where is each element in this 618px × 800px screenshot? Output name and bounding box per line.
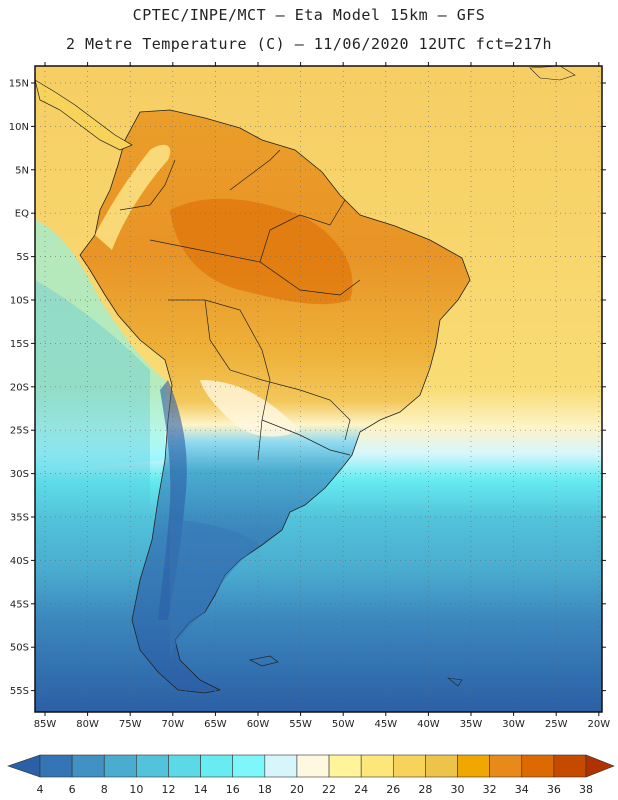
lon-label: 35W — [460, 719, 483, 730]
colorbar-segment — [360, 754, 394, 778]
lat-label: 40S — [10, 556, 29, 567]
colorbar-label: 34 — [515, 783, 529, 796]
lon-label: 50W — [332, 719, 355, 730]
map-title-line2: 2 Metre Temperature (C) – 11/06/2020 12U… — [65, 35, 553, 53]
temperature-colorbar — [7, 754, 615, 778]
lat-label: 30S — [10, 469, 29, 480]
lon-label: 75W — [119, 719, 142, 730]
colorbar-label: 16 — [226, 783, 240, 796]
lon-label: 45W — [374, 719, 397, 730]
colorbar-label: 26 — [386, 783, 400, 796]
colorbar-label: 20 — [290, 783, 304, 796]
colorbar-segment — [553, 754, 587, 778]
colorbar-segment — [392, 754, 426, 778]
lat-label: 10N — [9, 122, 29, 133]
colorbar-segment — [457, 754, 490, 778]
lat-label: 50S — [10, 643, 29, 654]
colorbar-label: 28 — [418, 783, 432, 796]
lon-label: 65W — [204, 719, 227, 730]
lat-label: 25S — [10, 426, 29, 437]
colorbar-segment — [200, 754, 234, 778]
lon-label: 20W — [587, 719, 610, 730]
lon-label: 85W — [34, 719, 57, 730]
lon-label: 70W — [161, 719, 184, 730]
colorbar-label: 18 — [258, 783, 272, 796]
lon-label: 25W — [545, 719, 568, 730]
lon-label: 80W — [76, 719, 99, 730]
lat-label: 45S — [10, 599, 29, 610]
colorbar-segment — [425, 754, 458, 778]
colorbar-label: 32 — [483, 783, 497, 796]
colorbar-label: 14 — [194, 783, 208, 796]
colorbar-segment — [232, 754, 266, 778]
lat-label: 10S — [10, 296, 29, 307]
colorbar-arrow-high — [585, 754, 615, 778]
lon-label: 30W — [502, 719, 525, 730]
lat-label: 5S — [16, 252, 29, 263]
map-title-line1: CPTEC/INPE/MCT – Eta Model 15km – GFS — [132, 6, 486, 24]
lon-label: 60W — [247, 719, 270, 730]
colorbar-segment — [264, 754, 298, 778]
colorbar-label: 30 — [451, 783, 465, 796]
colorbar-label: 6 — [69, 783, 76, 796]
colorbar-segment — [328, 754, 362, 778]
lat-label: 15N — [9, 79, 29, 90]
map-frame — [34, 65, 603, 713]
colorbar-segment — [521, 754, 555, 778]
colorbar-segment — [39, 754, 73, 778]
colorbar-label: 12 — [161, 783, 175, 796]
lon-label: 55W — [289, 719, 312, 730]
colorbar-arrow-low — [7, 754, 41, 778]
colorbar-segment — [489, 754, 523, 778]
colorbar-label: 38 — [579, 783, 593, 796]
colorbar-label: 24 — [354, 783, 368, 796]
colorbar-segment — [71, 754, 105, 778]
colorbar-label: 36 — [547, 783, 561, 796]
lat-label: 5N — [15, 165, 29, 176]
colorbar-segment — [296, 754, 330, 778]
colorbar-segment — [136, 754, 169, 778]
lat-label: 20S — [10, 382, 29, 393]
colorbar-label: 4 — [37, 783, 44, 796]
colorbar-segment — [168, 754, 201, 778]
colorbar-label: 10 — [129, 783, 143, 796]
lon-label: 40W — [417, 719, 440, 730]
lat-label: 15S — [10, 339, 29, 350]
colorbar-label: 22 — [322, 783, 336, 796]
colorbar-label: 8 — [101, 783, 108, 796]
lat-label: 35S — [10, 513, 29, 524]
lat-label: EQ — [15, 209, 29, 220]
lat-label: 55S — [10, 686, 29, 697]
colorbar-segment — [103, 754, 137, 778]
